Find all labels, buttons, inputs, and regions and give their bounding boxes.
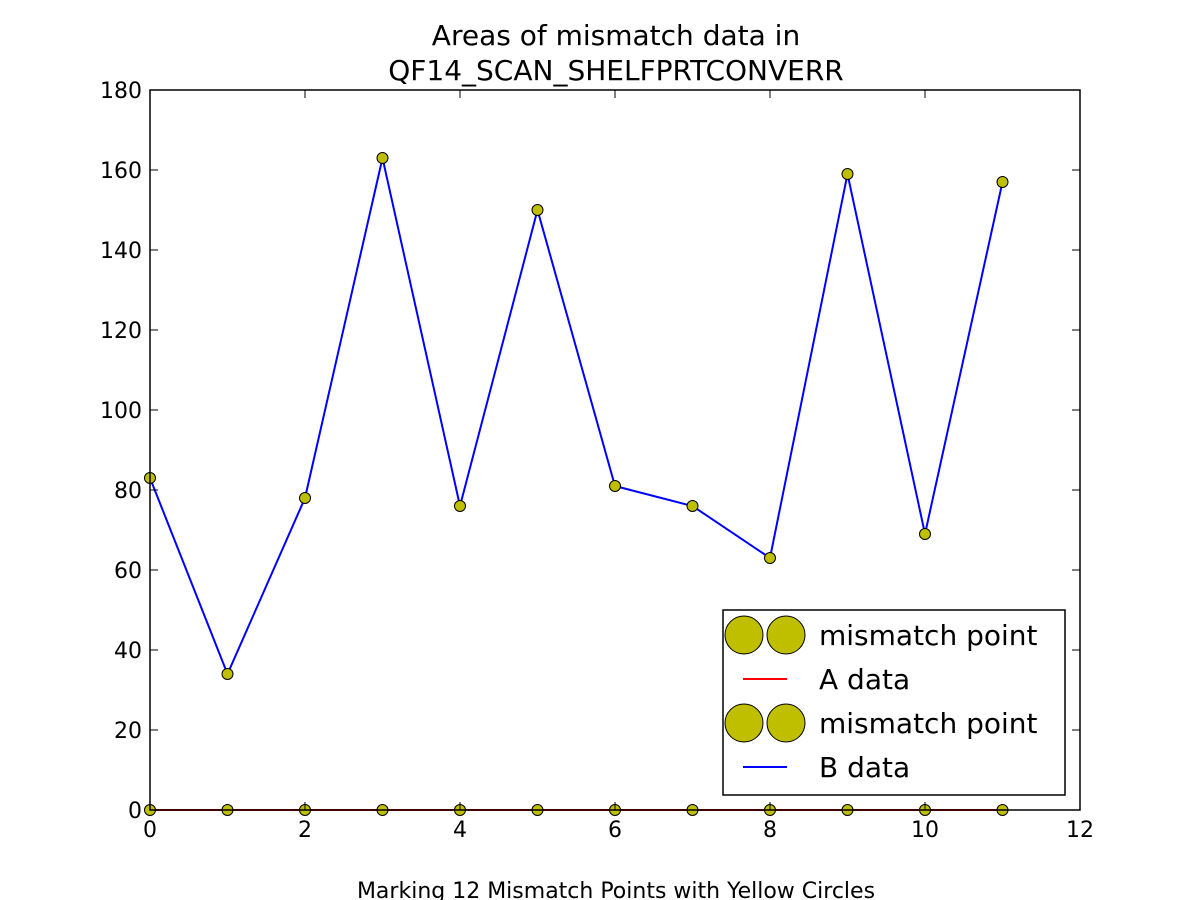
x-tick-label: 2 — [298, 818, 312, 843]
x-tick-label: 12 — [1066, 818, 1094, 843]
mismatch-point-marker — [221, 668, 234, 680]
mismatch-point-marker — [299, 492, 311, 504]
mismatch-point-marker — [454, 500, 466, 512]
chart-title-line-2: QF14_SCAN_SHELFPRTCONVERR — [388, 54, 843, 87]
y-tick-label: 140 — [100, 239, 142, 264]
legend: mismatch point A data mismatch point B data — [722, 609, 1066, 796]
mismatch-point-marker — [531, 204, 544, 216]
series-line-b-data — [149, 157, 1004, 677]
legend-marker-icon — [766, 703, 806, 743]
y-tick-label: 100 — [100, 399, 142, 424]
y-tick-label: 0 — [128, 799, 142, 824]
y-tick-label: 180 — [100, 79, 142, 104]
legend-label: A data — [819, 663, 910, 696]
legend-marker-icon — [724, 703, 764, 743]
x-tick-label: 8 — [763, 818, 777, 843]
mismatch-point-marker — [376, 152, 389, 164]
y-tick-label: 160 — [100, 159, 142, 184]
x-tick-label: 0 — [143, 818, 157, 843]
legend-label: B data — [819, 751, 910, 784]
y-tick-label: 80 — [114, 479, 142, 504]
mismatch-point-marker — [609, 480, 621, 492]
legend-label: mismatch point — [819, 707, 1038, 740]
legend-label: mismatch point — [819, 619, 1038, 652]
mismatch-point-marker — [686, 500, 699, 512]
x-axis-label: Marking 12 Mismatch Points with Yellow C… — [357, 879, 875, 900]
mismatch-point-marker — [841, 168, 854, 180]
y-tick-label: 120 — [100, 319, 142, 344]
y-tick-label: 20 — [114, 719, 142, 744]
mismatch-point-marker — [996, 176, 1009, 188]
y-tick-label: 60 — [114, 559, 142, 584]
x-tick-label: 6 — [608, 818, 622, 843]
mismatch-point-marker — [764, 552, 776, 564]
y-tick-label: 40 — [114, 639, 142, 664]
legend-marker-icon — [766, 615, 806, 655]
chart-title-line-1: Areas of mismatch data in — [432, 19, 800, 52]
x-tick-label: 10 — [911, 818, 939, 843]
legend-marker-icon — [724, 615, 764, 655]
x-tick-label: 4 — [453, 818, 467, 843]
mismatch-point-marker — [919, 528, 931, 540]
